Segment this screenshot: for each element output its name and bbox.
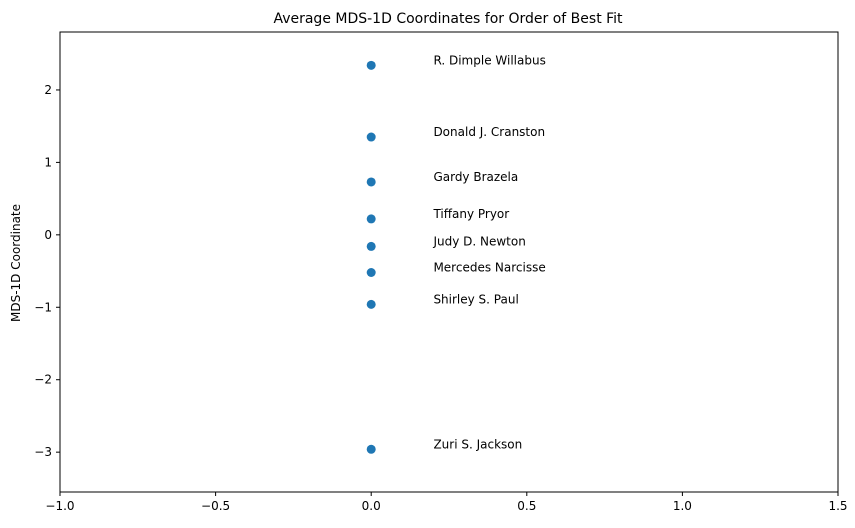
data-point	[366, 177, 376, 187]
point-label: Mercedes Narcisse	[433, 261, 545, 275]
point-label: Tiffany Pryor	[432, 207, 509, 221]
point-label: Judy D. Newton	[432, 234, 525, 248]
y-tick-label: −3	[34, 445, 52, 459]
data-point	[366, 214, 376, 224]
point-label: Zuri S. Jackson	[433, 437, 522, 451]
x-tick-label: 0.0	[362, 499, 381, 513]
data-point	[366, 268, 376, 278]
x-tick-label: 1.0	[673, 499, 692, 513]
y-tick-label: 0	[44, 228, 52, 242]
point-label: Gardy Brazela	[433, 170, 518, 184]
point-label: Donald J. Cranston	[433, 125, 545, 139]
y-axis-label: MDS-1D Coordinate	[9, 204, 23, 322]
point-label: R. Dimple Willabus	[433, 53, 545, 67]
y-tick-label: 1	[44, 155, 52, 169]
x-tick-label: 0.5	[517, 499, 536, 513]
plot-area: −1.0 −0.5 0.0 0.5 1.0 1.5 −3 −2 −1 0 1 2 R. Dimple W…	[34, 31, 848, 513]
chart-title: Average MDS-1D Coordinates for Order of …	[273, 11, 623, 27]
plot-frame	[59, 31, 839, 493]
y-tick-label: −1	[34, 300, 52, 314]
x-tick-label: 1.5	[828, 499, 847, 513]
x-tick-label: −1.0	[45, 499, 74, 513]
data-point	[366, 132, 376, 142]
x-tick-label: −0.5	[201, 499, 230, 513]
y-tick-label: −2	[34, 373, 52, 387]
data-point	[366, 60, 376, 70]
data-point	[366, 444, 376, 454]
point-label: Shirley S. Paul	[433, 292, 518, 306]
y-tick-label: 2	[44, 83, 52, 97]
data-point	[366, 299, 376, 309]
data-point	[366, 241, 376, 251]
